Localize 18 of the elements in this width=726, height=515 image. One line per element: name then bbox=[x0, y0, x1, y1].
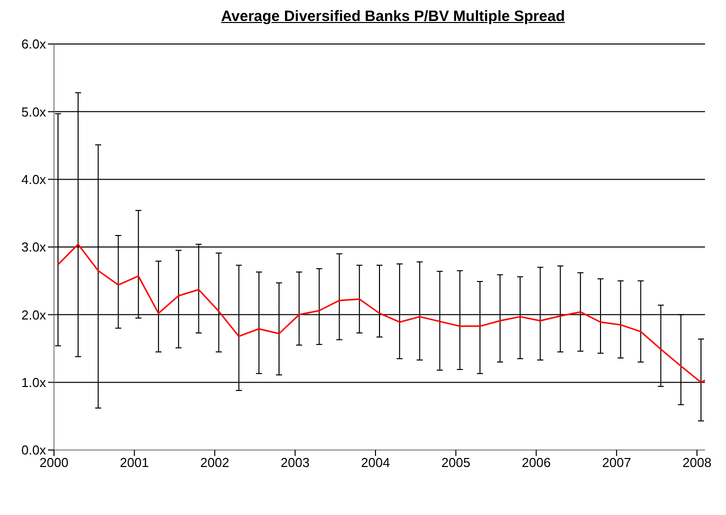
x-tick-label: 2001 bbox=[120, 455, 149, 470]
y-tick-label: 2.0x bbox=[21, 307, 46, 322]
line-series bbox=[57, 244, 705, 384]
y-tick-label: 4.0x bbox=[21, 172, 46, 187]
x-tick-label: 2003 bbox=[280, 455, 310, 470]
y-tick-label: 6.0x bbox=[21, 36, 46, 52]
x-tick-label: 2006 bbox=[522, 455, 551, 470]
y-tick-label: 1.0x bbox=[21, 374, 46, 390]
x-tick-label: 2004 bbox=[361, 455, 390, 470]
x-tick-label: 2007 bbox=[602, 455, 632, 470]
y-tick-label: 3.0x bbox=[21, 240, 46, 255]
chart-title: Average Diversified Banks P/BV Multiple Spread bbox=[220, 8, 566, 27]
y-tick-label: 0.0x bbox=[21, 442, 46, 458]
x-tick-label: 2000 bbox=[40, 455, 68, 470]
y-tick-label: 5.0x bbox=[21, 104, 46, 120]
x-tick-label: 2002 bbox=[200, 455, 230, 470]
x-tick-label: 2005 bbox=[441, 455, 470, 470]
x-tick-label: 2008 bbox=[682, 455, 712, 470]
